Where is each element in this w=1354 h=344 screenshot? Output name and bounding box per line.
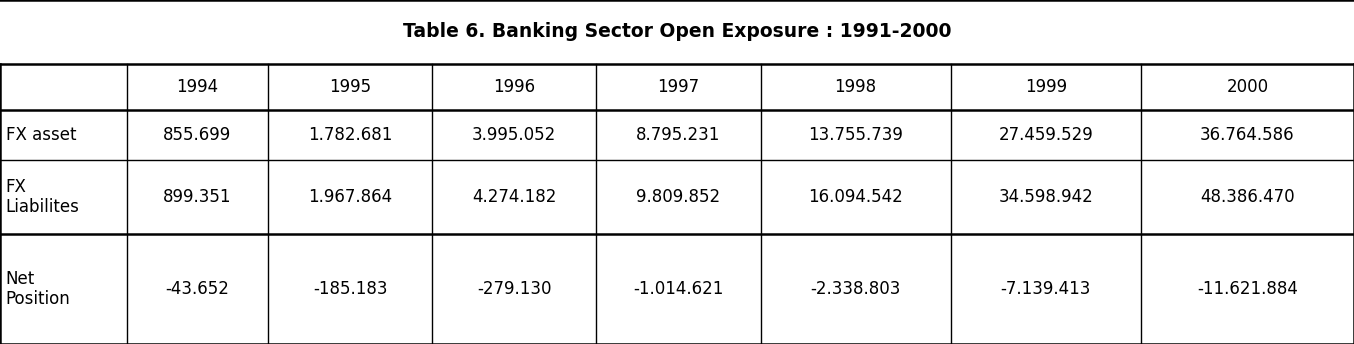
- Text: -185.183: -185.183: [313, 280, 387, 298]
- Text: 3.995.052: 3.995.052: [473, 126, 556, 144]
- Text: 16.094.542: 16.094.542: [808, 188, 903, 206]
- Text: Table 6. Banking Sector Open Exposure : 1991-2000: Table 6. Banking Sector Open Exposure : …: [402, 22, 952, 41]
- Text: 2000: 2000: [1227, 78, 1269, 96]
- Text: 1.967.864: 1.967.864: [307, 188, 393, 206]
- Text: 1996: 1996: [493, 78, 535, 96]
- Text: -2.338.803: -2.338.803: [811, 280, 900, 298]
- Text: 34.598.942: 34.598.942: [998, 188, 1093, 206]
- Text: 1995: 1995: [329, 78, 371, 96]
- Text: -7.139.413: -7.139.413: [1001, 280, 1091, 298]
- Text: -11.621.884: -11.621.884: [1197, 280, 1298, 298]
- Text: -1.014.621: -1.014.621: [634, 280, 723, 298]
- Text: 1997: 1997: [658, 78, 700, 96]
- Text: -279.130: -279.130: [477, 280, 551, 298]
- Text: 1999: 1999: [1025, 78, 1067, 96]
- Text: 48.386.470: 48.386.470: [1200, 188, 1294, 206]
- Text: 9.809.852: 9.809.852: [636, 188, 720, 206]
- Text: 1.782.681: 1.782.681: [307, 126, 393, 144]
- Text: FX asset: FX asset: [5, 126, 76, 144]
- Text: FX
Liabilites: FX Liabilites: [5, 178, 80, 216]
- Text: 4.274.182: 4.274.182: [473, 188, 556, 206]
- Text: -43.652: -43.652: [165, 280, 229, 298]
- Text: Net
Position: Net Position: [5, 270, 70, 308]
- Text: 1994: 1994: [176, 78, 218, 96]
- Text: 899.351: 899.351: [162, 188, 232, 206]
- Text: 36.764.586: 36.764.586: [1200, 126, 1294, 144]
- Text: 27.459.529: 27.459.529: [998, 126, 1093, 144]
- Text: 1998: 1998: [834, 78, 876, 96]
- Text: 855.699: 855.699: [164, 126, 232, 144]
- Text: 8.795.231: 8.795.231: [636, 126, 720, 144]
- Text: 13.755.739: 13.755.739: [808, 126, 903, 144]
